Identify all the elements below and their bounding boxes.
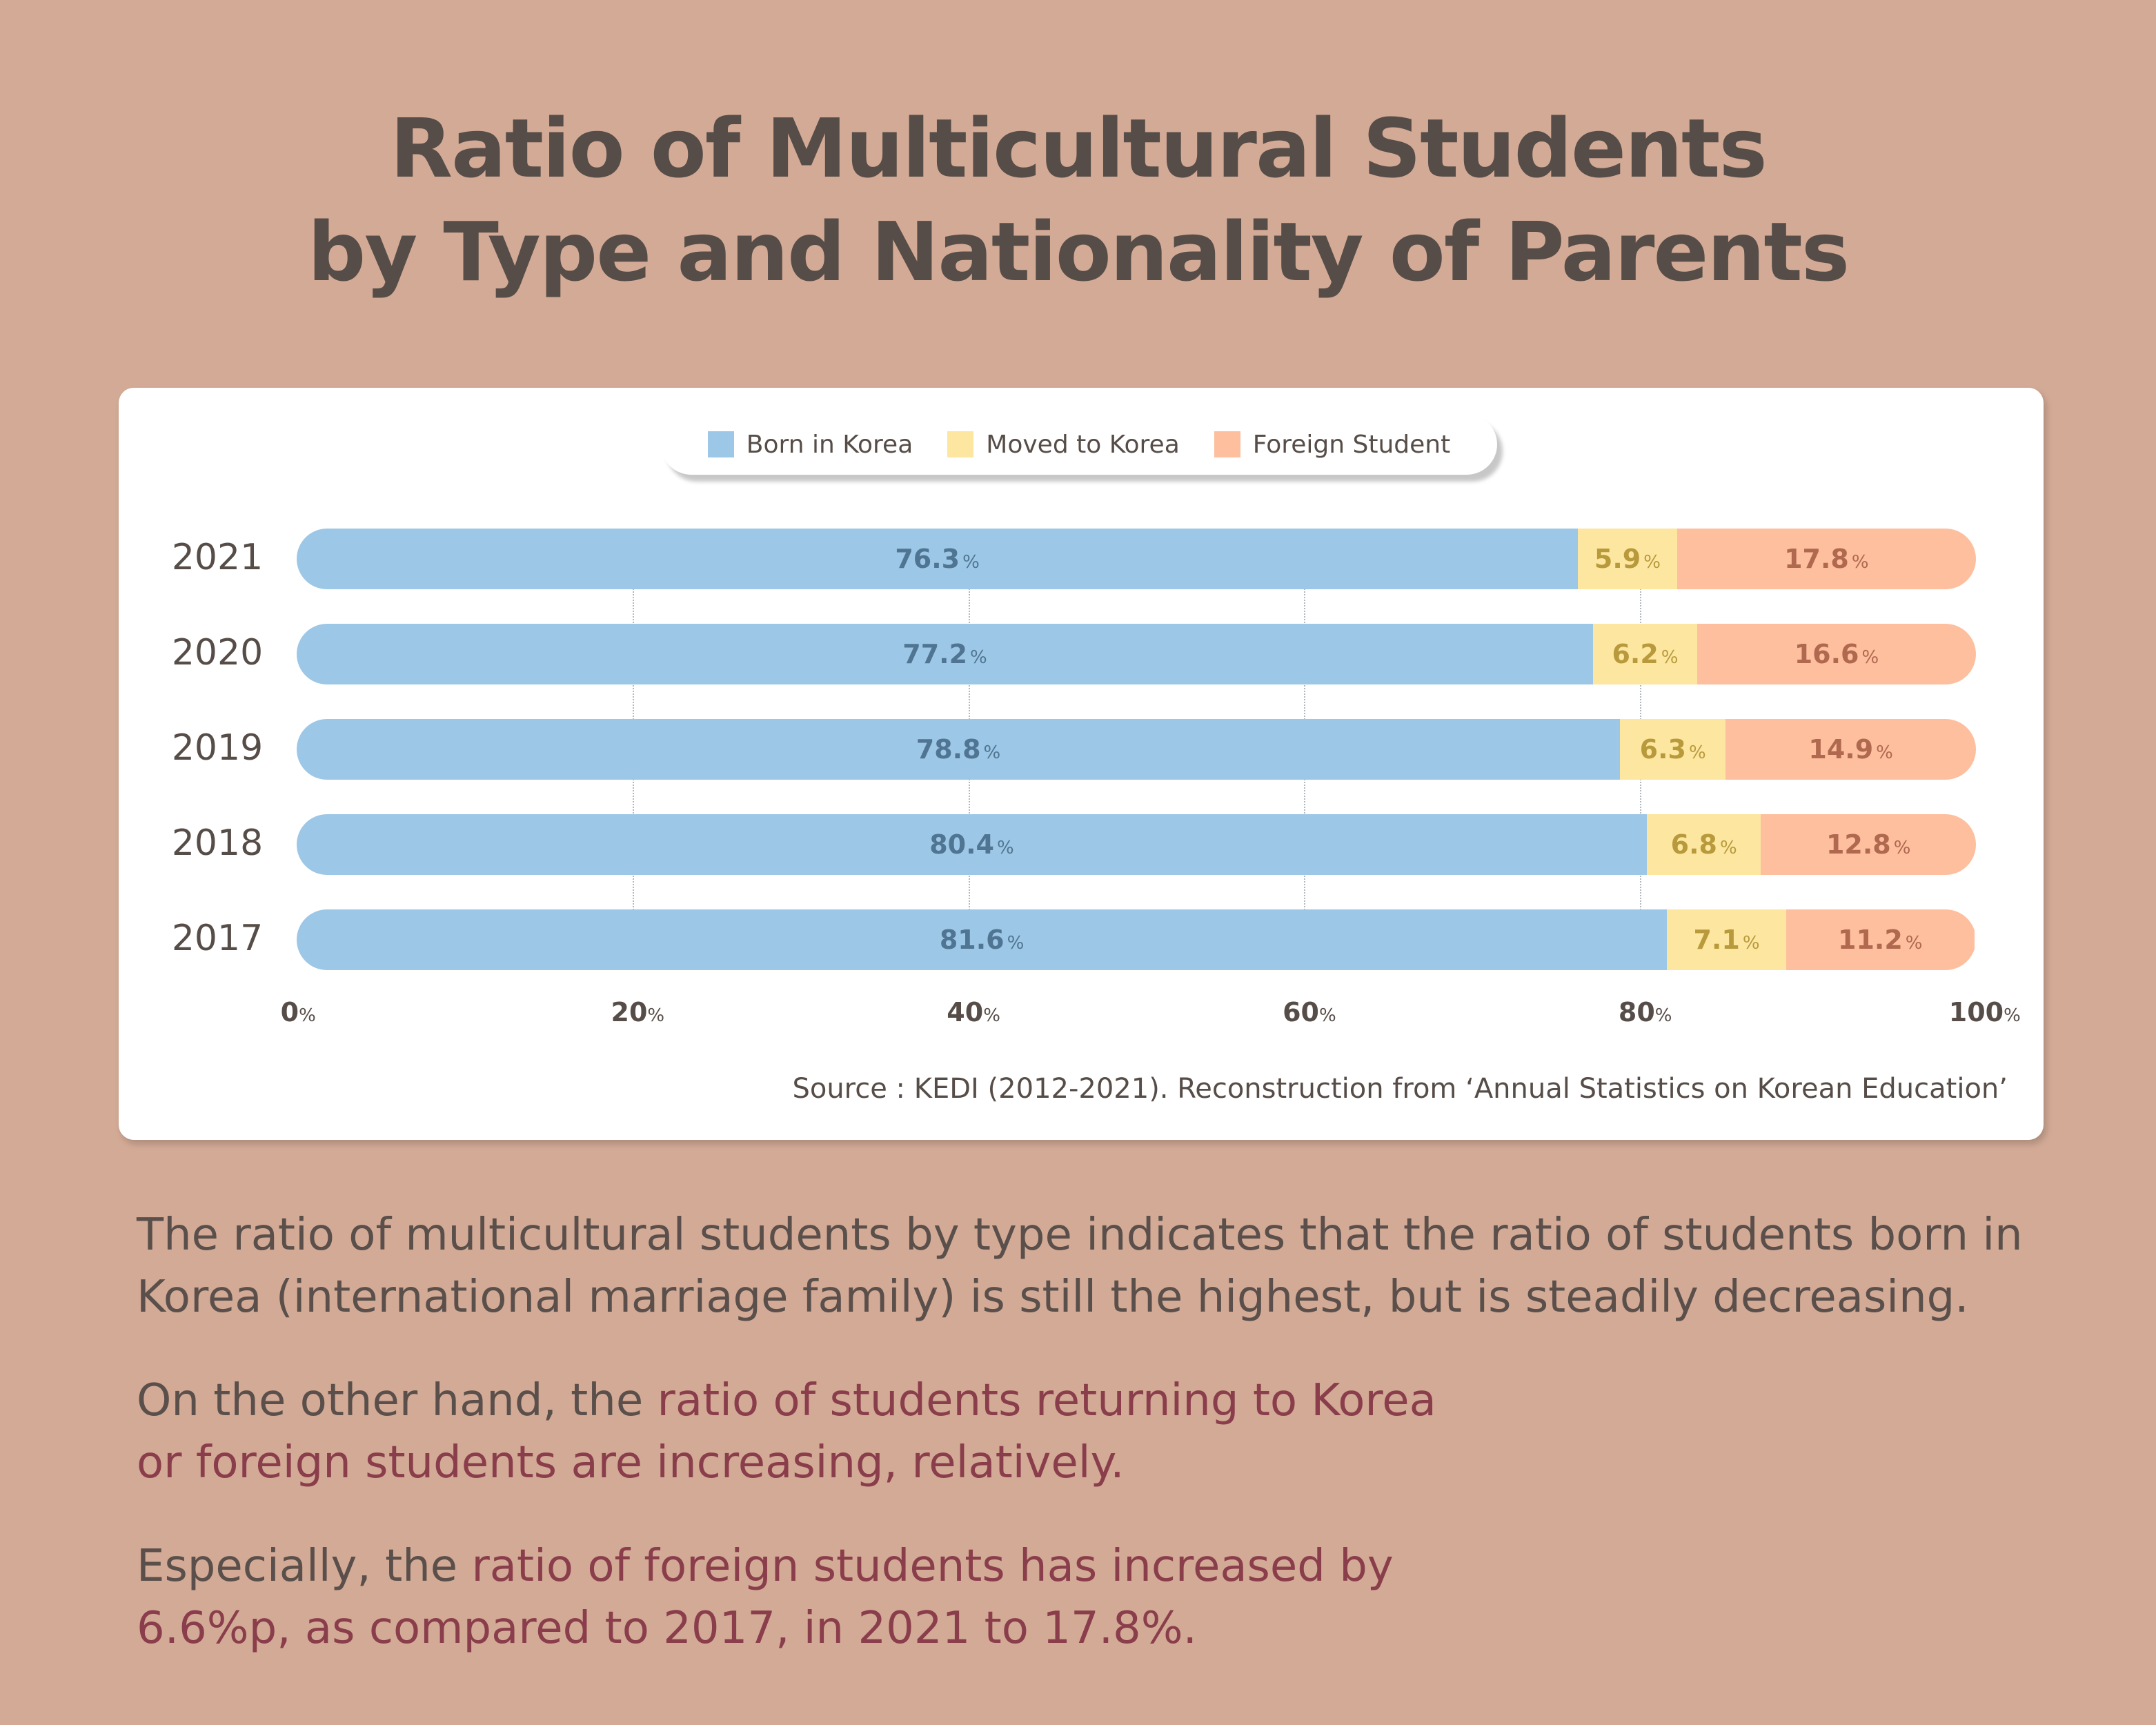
- x-tick-label: 20%: [611, 997, 665, 1027]
- bar-segment: 11.2%: [1786, 909, 1975, 970]
- data-label: 78.8%: [916, 734, 1001, 765]
- bar-segment: 12.8%: [1761, 814, 1976, 875]
- bar-row-2021: 76.3% 5.9% 17.8%: [297, 529, 1976, 589]
- x-tick-label: 80%: [1618, 997, 1672, 1027]
- year-label: 2017: [171, 918, 264, 959]
- legend-label: Foreign Student: [1252, 430, 1451, 459]
- data-label: 80.4%: [929, 829, 1014, 860]
- x-tick-label: 100%: [1948, 997, 2021, 1027]
- bar-segment: 77.2%: [297, 624, 1594, 684]
- bar-segment: 17.8%: [1677, 529, 1976, 589]
- bar-segment: 6.8%: [1646, 814, 1761, 875]
- paragraph-1-text: The ratio of multicultural students by t…: [137, 1210, 2023, 1323]
- bar-segment: 81.6%: [297, 909, 1668, 970]
- legend-label: Moved to Korea: [986, 430, 1180, 459]
- bar-row-2018: 80.4% 6.8% 12.8%: [297, 814, 1976, 875]
- bar-segment: 6.2%: [1593, 624, 1697, 684]
- data-label: 17.8%: [1784, 544, 1869, 574]
- data-label: 14.9%: [1808, 734, 1893, 765]
- legend-item: Foreign Student: [1214, 431, 1450, 459]
- legend-swatch: [947, 431, 974, 457]
- bar-row-2017: 81.6% 7.1% 11.2%: [297, 909, 1976, 970]
- data-label: 11.2%: [1838, 925, 1923, 955]
- paragraph-2-highlight: ratio of students returning to Korea or …: [137, 1375, 1436, 1488]
- data-label: 76.3%: [895, 544, 980, 574]
- legend-item: Moved to Korea: [947, 430, 1180, 459]
- legend-swatch: [1214, 431, 1240, 457]
- data-label: 81.6%: [939, 925, 1025, 955]
- x-tick-label: 60%: [1283, 997, 1336, 1027]
- data-label: 5.9%: [1594, 544, 1661, 574]
- paragraph-3-text: Especially, the: [137, 1541, 472, 1592]
- bar-segment: 16.6%: [1697, 624, 1976, 684]
- paragraph-1: The ratio of multicultural students by t…: [137, 1204, 2041, 1328]
- bar-segment: 6.3%: [1619, 719, 1726, 780]
- data-label: 6.3%: [1639, 734, 1706, 765]
- paragraph-3: Especially, the ratio of foreign student…: [137, 1535, 1551, 1659]
- data-label: 7.1%: [1693, 925, 1760, 955]
- bar-row-2019: 78.8% 6.3% 14.9%: [297, 719, 1976, 780]
- data-label: 16.6%: [1794, 639, 1879, 669]
- bar-row-2020: 77.2% 6.2% 16.6%: [297, 624, 1976, 684]
- title-line-1: Ratio of Multicultural Students: [390, 101, 1767, 196]
- year-label: 2020: [171, 632, 264, 673]
- bar-segment: 76.3%: [297, 529, 1579, 589]
- x-tick-label: 0%: [280, 997, 316, 1027]
- data-label: 12.8%: [1826, 829, 1911, 860]
- paragraph-2-text: On the other hand, the: [137, 1375, 657, 1426]
- x-tick-label: 40%: [947, 997, 1000, 1027]
- bar-segment: 80.4%: [297, 814, 1647, 875]
- title-line-2: by Type and Nationality of Parents: [307, 204, 1850, 299]
- year-label: 2019: [171, 727, 264, 769]
- paragraph-3-highlight: ratio of foreign students has increased …: [137, 1541, 1394, 1654]
- legend: Born in Korea Moved to Korea Foreign Stude…: [661, 414, 1497, 475]
- legend-label: Born in Korea: [746, 430, 913, 459]
- data-label: 6.2%: [1612, 639, 1679, 669]
- source-note: Source : KEDI (2012-2021). Reconstructio…: [792, 1073, 2008, 1105]
- paragraph-2: On the other hand, the ratio of students…: [137, 1370, 1447, 1494]
- year-label: 2021: [171, 537, 264, 578]
- legend-swatch: [707, 431, 734, 457]
- data-label: 77.2%: [902, 639, 987, 669]
- bar-segment: 5.9%: [1578, 529, 1677, 589]
- year-label: 2018: [171, 822, 264, 864]
- page-title: Ratio of Multicultural Students by Type …: [0, 97, 2156, 304]
- legend-item: Born in Korea: [707, 430, 913, 459]
- bar-segment: 14.9%: [1725, 719, 1976, 780]
- bar-segment: 7.1%: [1667, 909, 1786, 970]
- data-label: 6.8%: [1670, 829, 1737, 860]
- bar-segment: 78.8%: [297, 719, 1620, 780]
